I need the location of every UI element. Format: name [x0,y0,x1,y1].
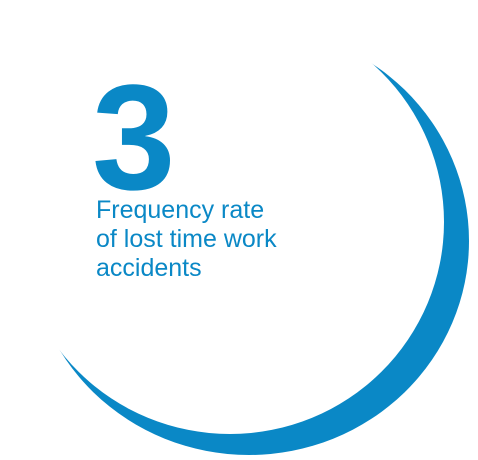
stat-label-line: of lost time work [96,225,277,253]
stat-label-line: accidents [96,254,202,282]
stat-label-line: Frequency rate [96,196,265,224]
stat-label: Frequency rate of lost time work acciden… [96,196,356,283]
ring-inner [16,10,444,434]
stat-value: 3 [92,53,175,221]
